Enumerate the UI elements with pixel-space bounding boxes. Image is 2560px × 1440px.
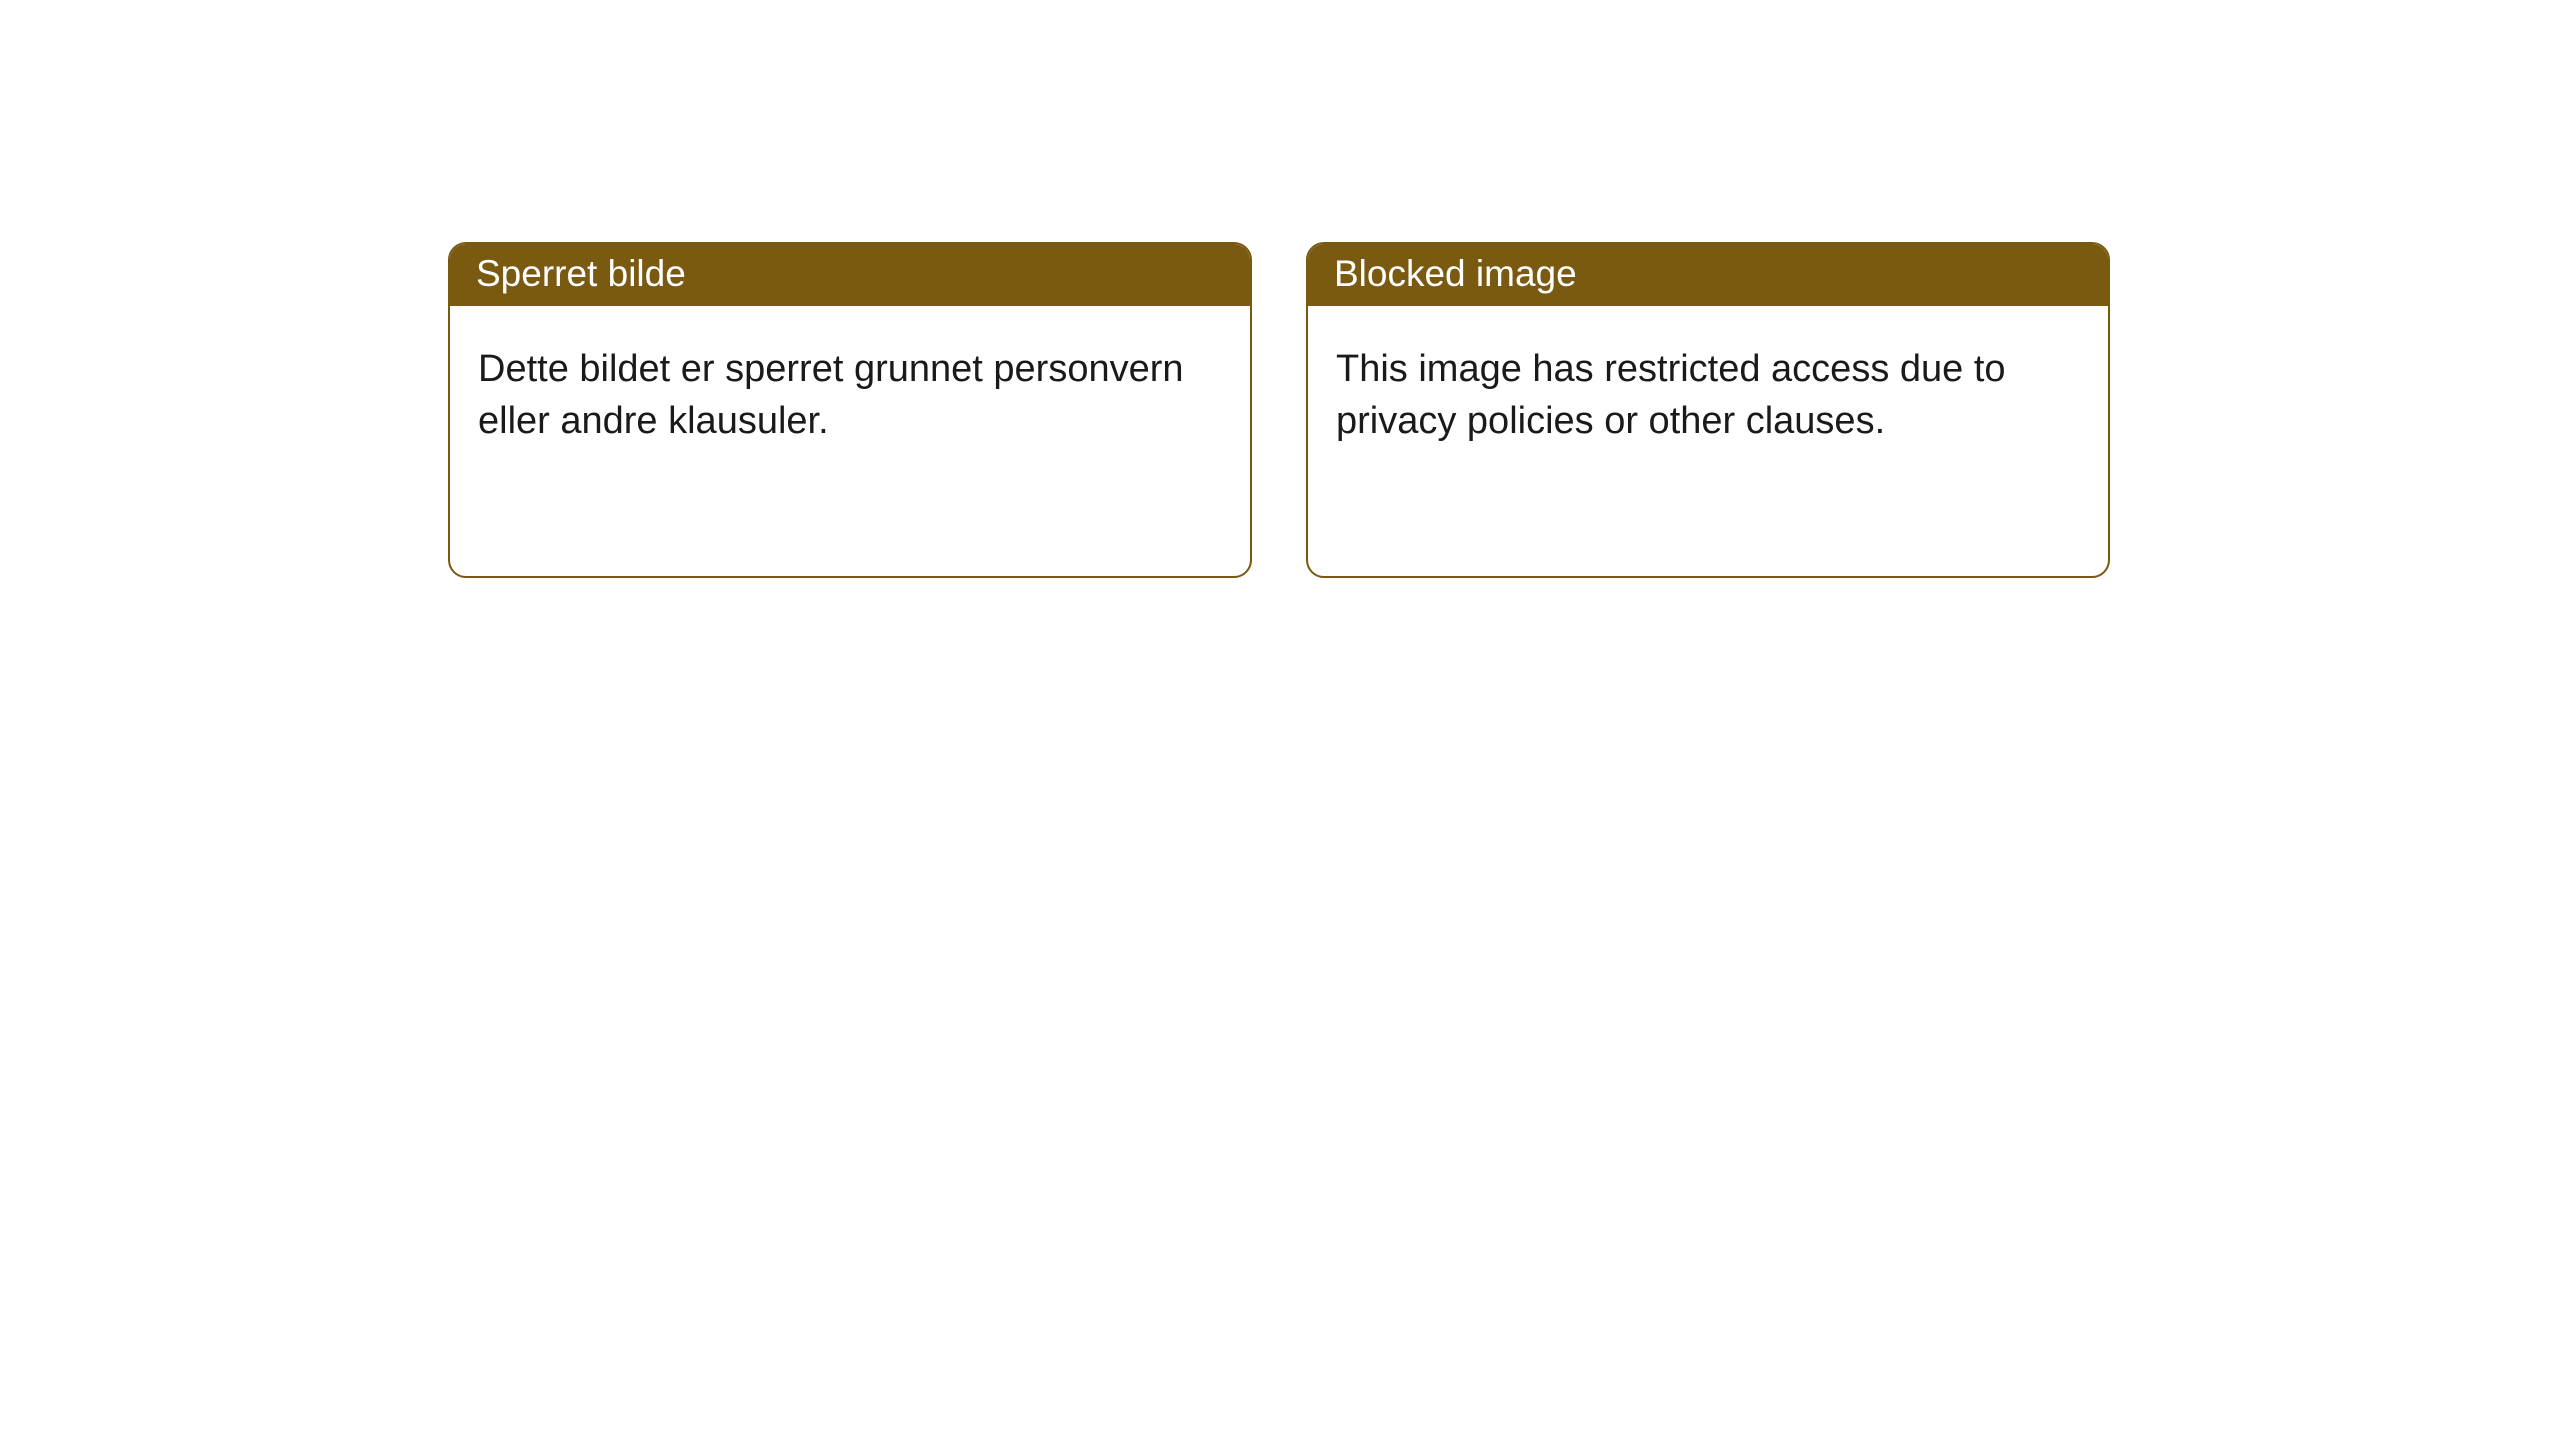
notice-body: Dette bildet er sperret grunnet personve…: [450, 306, 1250, 471]
notice-header: Blocked image: [1308, 244, 2108, 306]
notices-container: Sperret bilde Dette bildet er sperret gr…: [0, 0, 2560, 578]
notice-body: This image has restricted access due to …: [1308, 306, 2108, 471]
notice-header: Sperret bilde: [450, 244, 1250, 306]
notice-card-norwegian: Sperret bilde Dette bildet er sperret gr…: [448, 242, 1252, 578]
notice-card-english: Blocked image This image has restricted …: [1306, 242, 2110, 578]
